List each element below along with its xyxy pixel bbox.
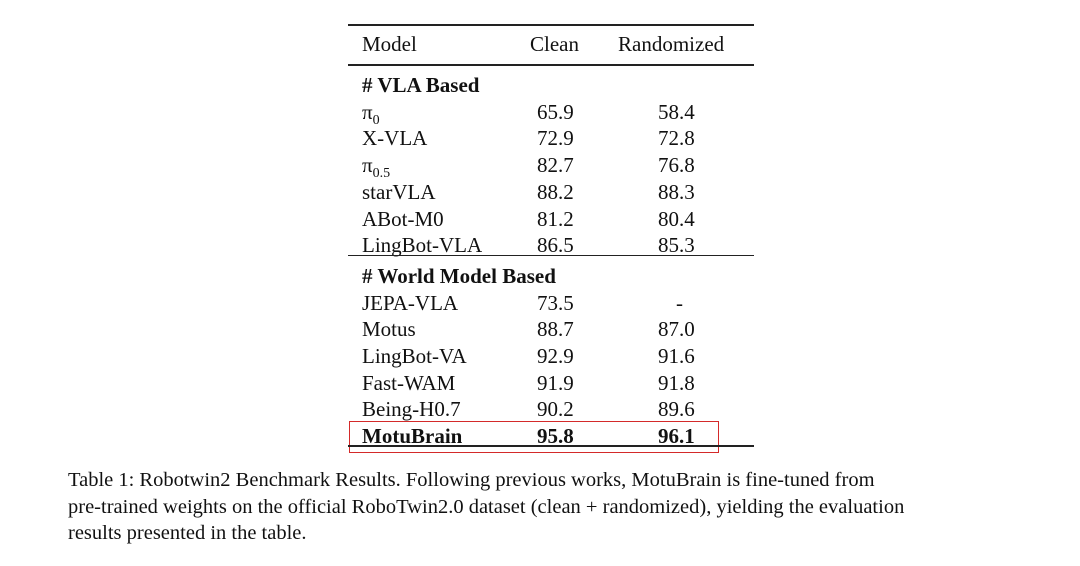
caption-line: pre-trained weights on the official Robo… (68, 495, 905, 518)
model-base: JEPA-VLA (362, 290, 459, 315)
column-header: Model (362, 32, 417, 56)
model-base: π (362, 99, 373, 124)
clean-score: 88.7 (537, 317, 574, 342)
model-base: Fast-WAM (362, 370, 456, 395)
randomized-score: 91.6 (658, 344, 695, 368)
model-name: LingBot-VA (362, 344, 467, 368)
clean-score: 90.2 (537, 397, 574, 422)
model-name: Being-H0.7 (362, 397, 461, 421)
randomized-score: 80.4 (658, 206, 695, 231)
table-rule (348, 24, 754, 26)
section-title: # World Model Based (362, 263, 556, 288)
model-name: LingBot-VLA (362, 233, 482, 257)
column-header: Randomized (618, 32, 725, 56)
model-name: π0 (362, 99, 380, 128)
clean-score: 72.9 (537, 126, 574, 151)
randomized-score: 58.4 (658, 99, 695, 124)
clean-score: 82.7 (537, 153, 574, 178)
model-subscript: 0 (372, 112, 380, 128)
randomized-score: 76.8 (658, 153, 695, 178)
model-base: MotuBrain (362, 424, 463, 449)
model-base: LingBot-VA (362, 344, 467, 368)
model-subscript: 0.5 (372, 166, 391, 182)
randomized-score: 87.0 (658, 317, 695, 342)
clean-score: 73.5 (537, 290, 574, 315)
randomized-score: 96.1 (658, 424, 695, 449)
model-name: X-VLA (362, 126, 427, 150)
clean-score: 65.9 (537, 99, 574, 124)
caption-line: Table 1: Robotwin2 Benchmark Results. Fo… (68, 469, 875, 491)
model-name: Motus (362, 317, 416, 341)
model-base: Being-H0.7 (362, 397, 461, 422)
clean-score: 88.2 (537, 179, 574, 204)
model-base: ABot-M0 (362, 206, 444, 231)
model-base: LingBot-VLA (362, 233, 483, 258)
clean-score: 81.2 (537, 206, 574, 231)
randomized-score: 91.8 (658, 370, 695, 395)
randomized-score: 88.3 (658, 179, 695, 204)
section-title: # VLA Based (362, 73, 480, 97)
table-rule (348, 444, 754, 447)
model-base: Motus (362, 317, 416, 342)
randomized-score: 72.8 (658, 126, 695, 151)
model-name: ABot-M0 (362, 207, 444, 231)
model-base: starVLA (362, 179, 436, 204)
randomized-score: 85.3 (658, 233, 695, 258)
clean-score: 92.9 (537, 344, 574, 368)
randomized-score: - (676, 290, 683, 315)
model-base: X-VLA (362, 126, 428, 151)
model-name: starVLA (362, 180, 435, 204)
model-base: π (362, 153, 373, 178)
column-header: Clean (530, 32, 579, 56)
clean-score: 95.8 (537, 424, 574, 449)
clean-score: 86.5 (537, 233, 574, 258)
model-name: JEPA-VLA (362, 291, 458, 315)
table-rule (348, 64, 754, 66)
randomized-score: 89.6 (658, 397, 695, 422)
model-name: MotuBrain (362, 424, 462, 448)
highlight-box (349, 421, 719, 454)
model-name: Fast-WAM (362, 371, 455, 395)
table-rule (348, 254, 754, 257)
clean-score: 91.9 (537, 370, 574, 395)
caption-line: results presented in the table. (68, 522, 307, 544)
model-name: π0.5 (362, 153, 390, 181)
